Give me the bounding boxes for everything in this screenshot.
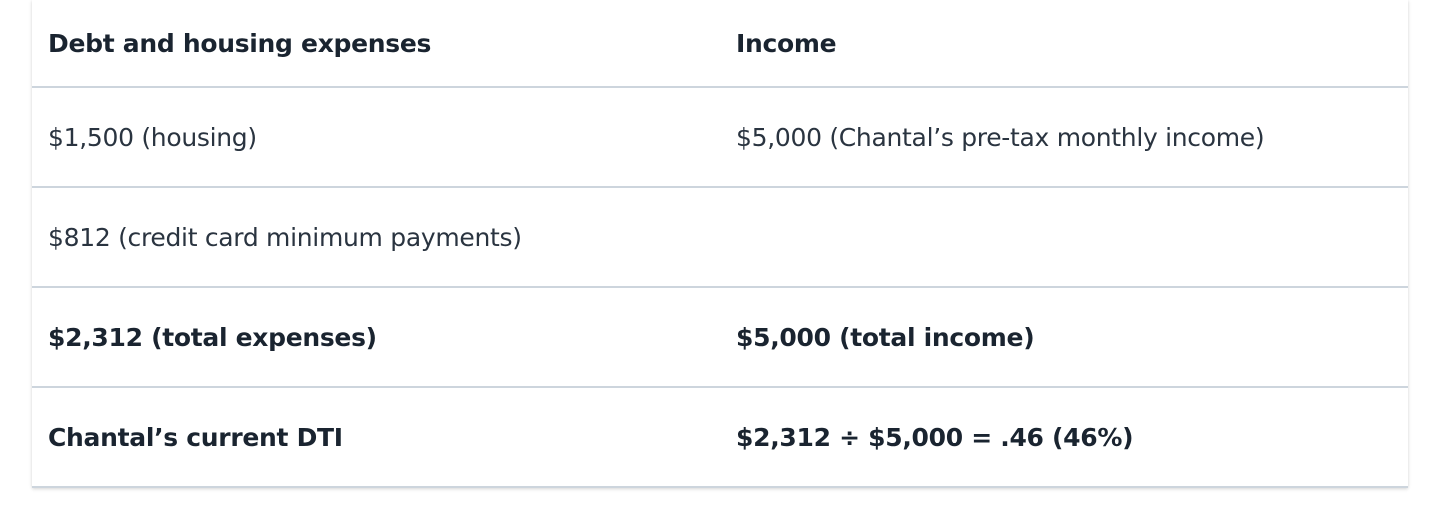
cell-credit-card-expense: $812 (credit card minimum payments) [32,187,720,288]
table-header-row: Debt and housing expenses Income [32,0,1408,88]
column-header-income: Income [720,0,1408,88]
cell-total-expenses: $2,312 (total expenses) [32,287,720,388]
table-row-dti: Chantal’s current DTI $2,312 ÷ $5,000 = … [32,387,1408,488]
column-header-expenses: Debt and housing expenses [32,0,720,88]
cell-dti-calculation: $2,312 ÷ $5,000 = .46 (46%) [720,387,1408,488]
dti-table-container: Debt and housing expenses Income $1,500 … [32,0,1408,488]
cell-housing-expense: $1,500 (housing) [32,87,720,188]
dti-table: Debt and housing expenses Income $1,500 … [32,0,1408,488]
table-row-totals: $2,312 (total expenses) $5,000 (total in… [32,287,1408,388]
cell-empty [720,187,1408,288]
cell-dti-label: Chantal’s current DTI [32,387,720,488]
cell-total-income: $5,000 (total income) [720,287,1408,388]
cell-monthly-income: $5,000 (Chantal’s pre-tax monthly income… [720,87,1408,188]
table-row: $1,500 (housing) $5,000 (Chantal’s pre-t… [32,87,1408,188]
table-row: $812 (credit card minimum payments) [32,187,1408,288]
